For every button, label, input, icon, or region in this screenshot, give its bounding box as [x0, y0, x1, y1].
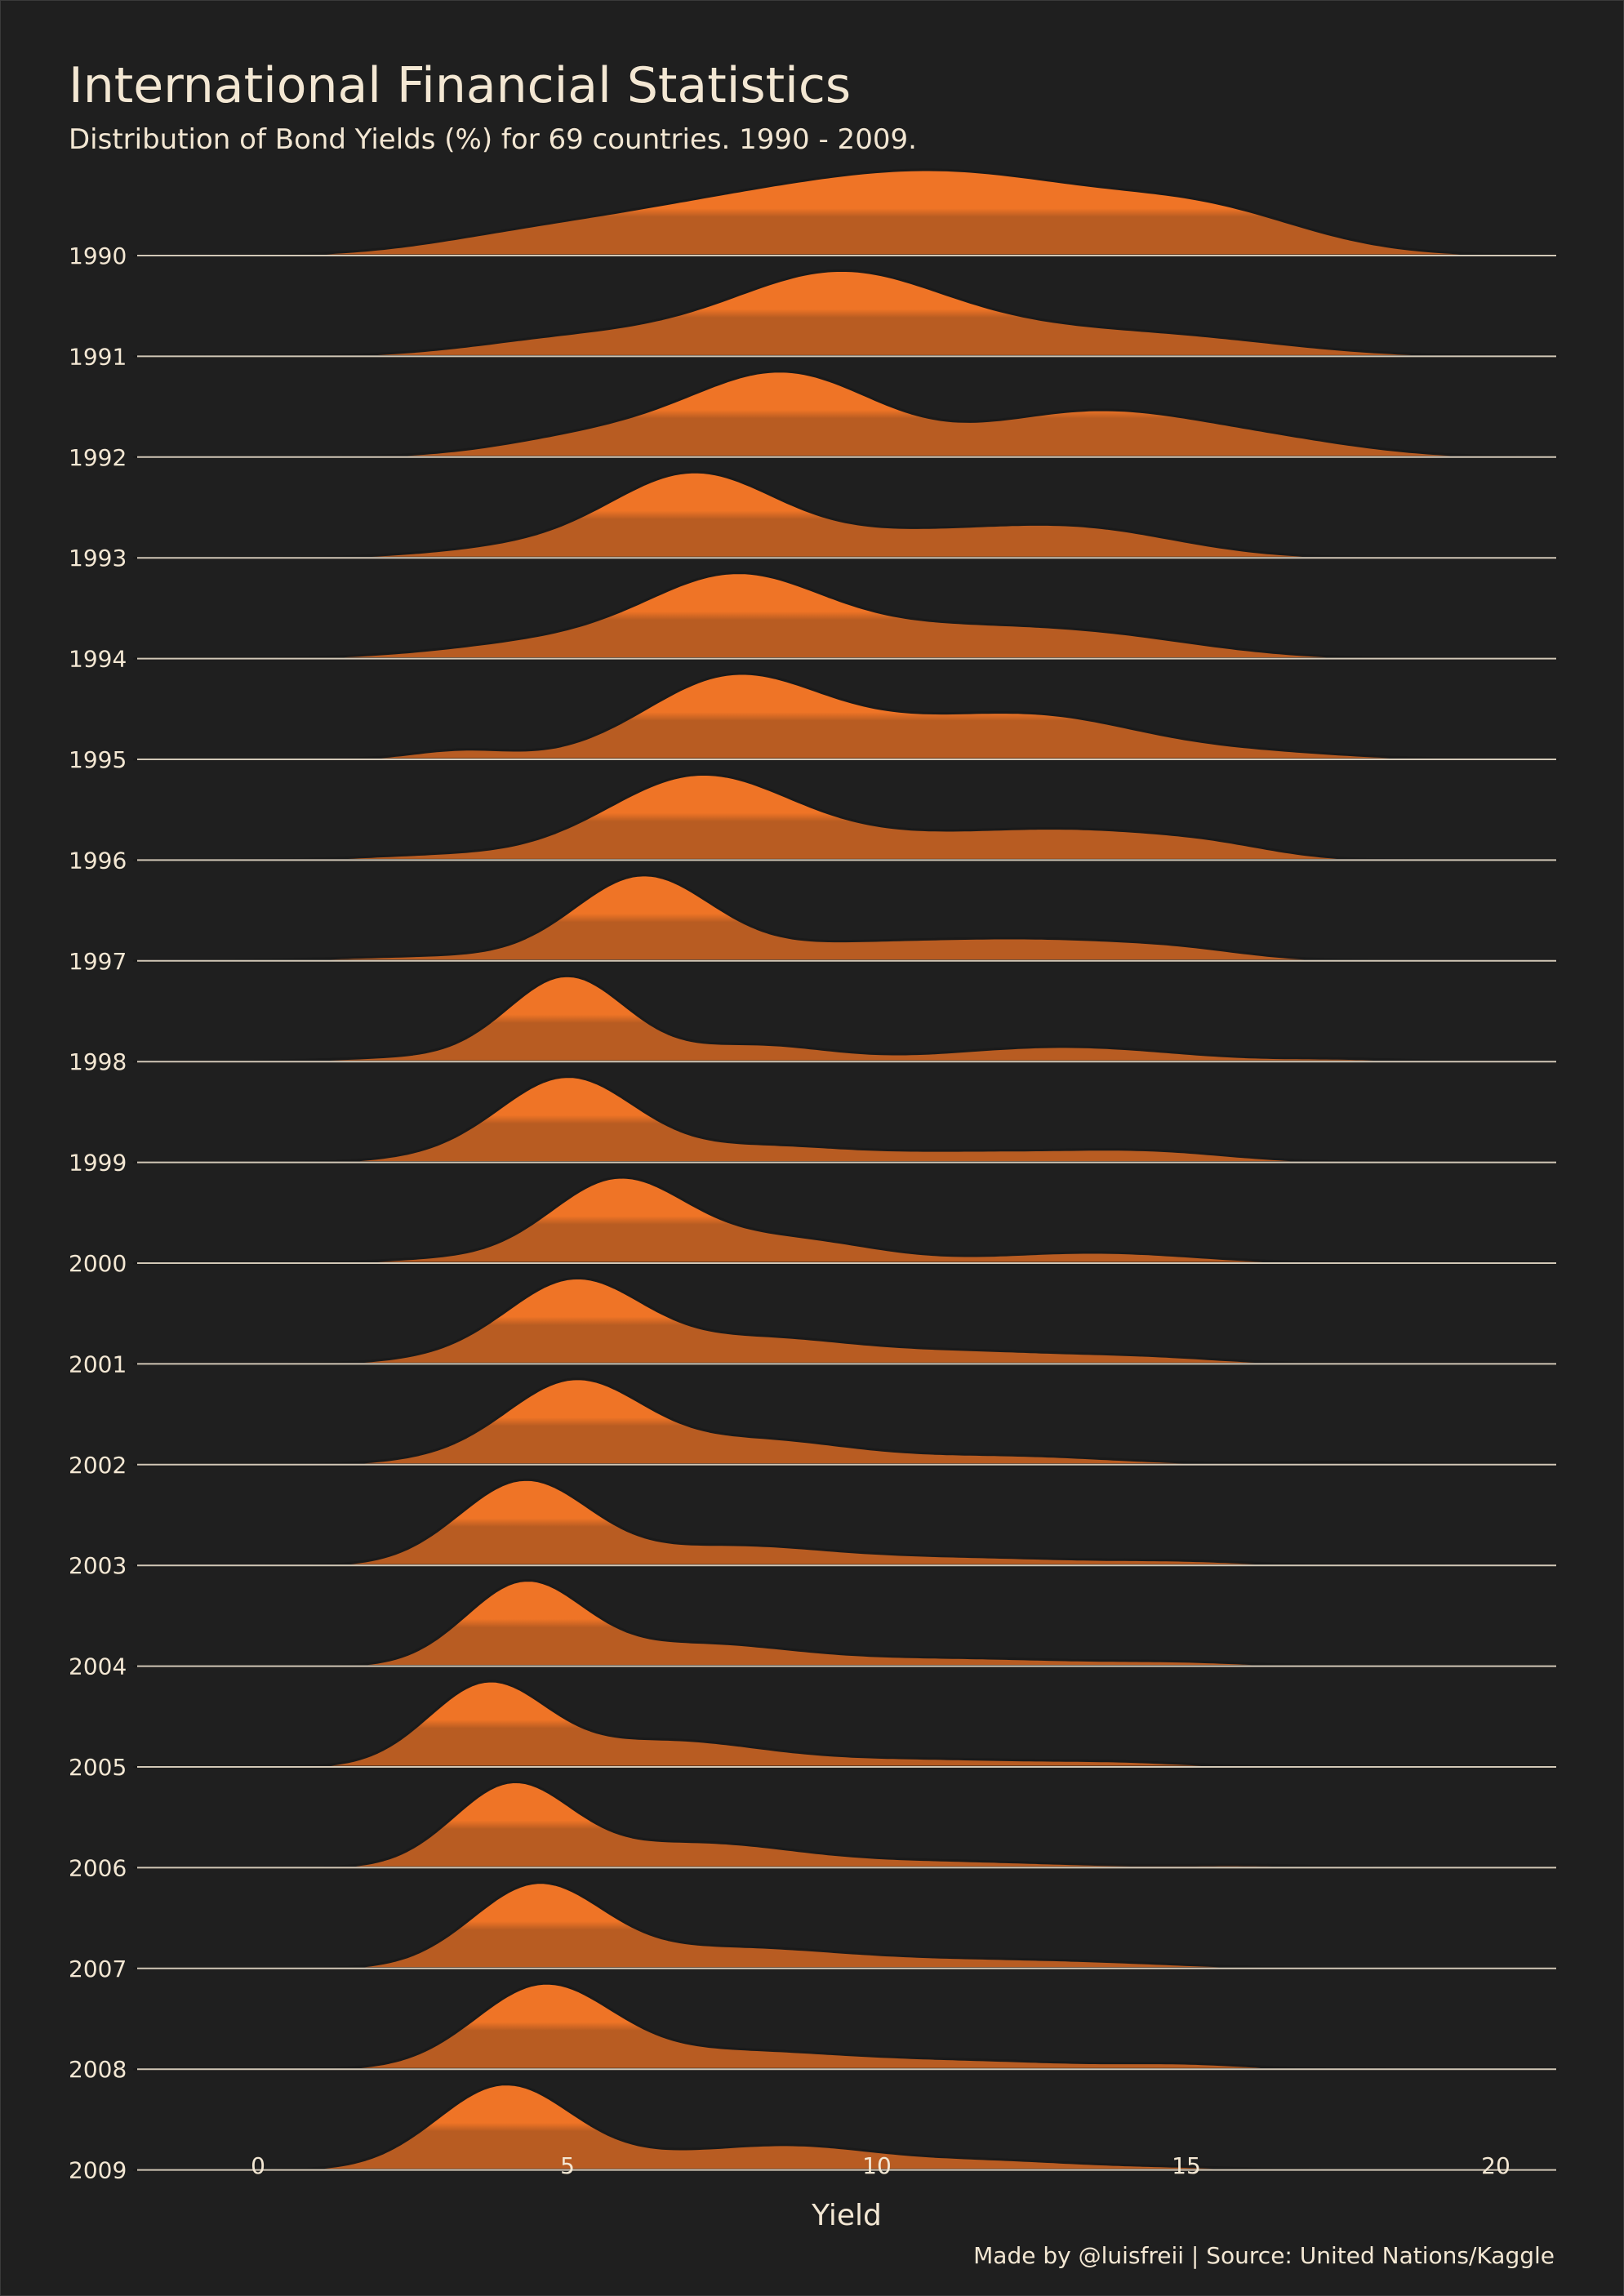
- ridge-2007: [132, 1881, 1559, 1970]
- ridge-1995: [132, 672, 1559, 761]
- ridge-1990: [132, 168, 1559, 257]
- year-label-1996: 1996: [69, 847, 127, 874]
- year-label-2000: 2000: [69, 1250, 127, 1277]
- density-curve-2002: [132, 1377, 1559, 1466]
- ridge-1997: [132, 874, 1559, 963]
- x-axis-label: Yield: [811, 2199, 882, 2232]
- ridge-2009: [132, 2083, 1559, 2172]
- ridge-1994: [132, 572, 1559, 661]
- ridge-1996: [132, 772, 1559, 861]
- density-curve-1990: [132, 168, 1559, 257]
- chart-caption: Made by @luisfreii | Source: United Nati…: [973, 2242, 1555, 2269]
- x-tick-0: 0: [251, 2152, 265, 2179]
- density-curve-1998: [132, 974, 1559, 1063]
- density-curve-1994: [132, 572, 1559, 661]
- year-label-1997: 1997: [69, 948, 127, 975]
- year-label-1998: 1998: [69, 1048, 127, 1075]
- ridge-1999: [132, 1075, 1559, 1164]
- year-label-1999: 1999: [69, 1150, 127, 1177]
- ridge-2008: [132, 1982, 1559, 2071]
- density-curve-1997: [132, 874, 1559, 963]
- ridge-1991: [132, 269, 1559, 358]
- year-label-2002: 2002: [69, 1452, 127, 1479]
- year-label-1990: 1990: [69, 243, 127, 269]
- x-tick-20: 20: [1481, 2152, 1511, 2179]
- ridge-2000: [132, 1176, 1559, 1265]
- ridge-1998: [132, 974, 1559, 1063]
- density-curve-1999: [132, 1075, 1559, 1164]
- year-label-1993: 1993: [69, 545, 127, 572]
- density-curve-1996: [132, 772, 1559, 861]
- ridge-2002: [132, 1377, 1559, 1466]
- density-curve-2006: [132, 1780, 1559, 1869]
- density-curve-1991: [132, 269, 1559, 358]
- year-label-2006: 2006: [69, 1854, 127, 1881]
- year-label-2001: 2001: [69, 1350, 127, 1377]
- ridge-2006: [132, 1780, 1559, 1869]
- ridge-1992: [132, 370, 1559, 459]
- year-label-1991: 1991: [69, 343, 127, 370]
- chart-title: International Financial Statistics: [69, 57, 851, 114]
- x-tick-10: 10: [862, 2152, 892, 2179]
- ridge-1993: [132, 470, 1559, 559]
- density-curve-1992: [132, 370, 1559, 459]
- chart-subtitle: Distribution of Bond Yields (%) for 69 c…: [69, 123, 917, 156]
- ridge-2003: [132, 1478, 1559, 1567]
- year-label-2005: 2005: [69, 1754, 127, 1781]
- density-curve-1993: [132, 470, 1559, 559]
- year-label-2009: 2009: [69, 2157, 127, 2184]
- year-label-1995: 1995: [69, 746, 127, 773]
- year-label-2008: 2008: [69, 2056, 127, 2083]
- ridge-2005: [132, 1680, 1559, 1769]
- ridge-2004: [132, 1579, 1559, 1668]
- x-tick-15: 15: [1172, 2152, 1201, 2179]
- year-label-2007: 2007: [69, 1956, 127, 1982]
- year-label-2004: 2004: [69, 1653, 127, 1680]
- year-label-1994: 1994: [69, 646, 127, 673]
- density-curve-1995: [132, 672, 1559, 761]
- x-tick-5: 5: [560, 2152, 575, 2179]
- year-label-1992: 1992: [69, 444, 127, 471]
- year-label-2003: 2003: [69, 1552, 127, 1579]
- ridge-2001: [132, 1276, 1559, 1365]
